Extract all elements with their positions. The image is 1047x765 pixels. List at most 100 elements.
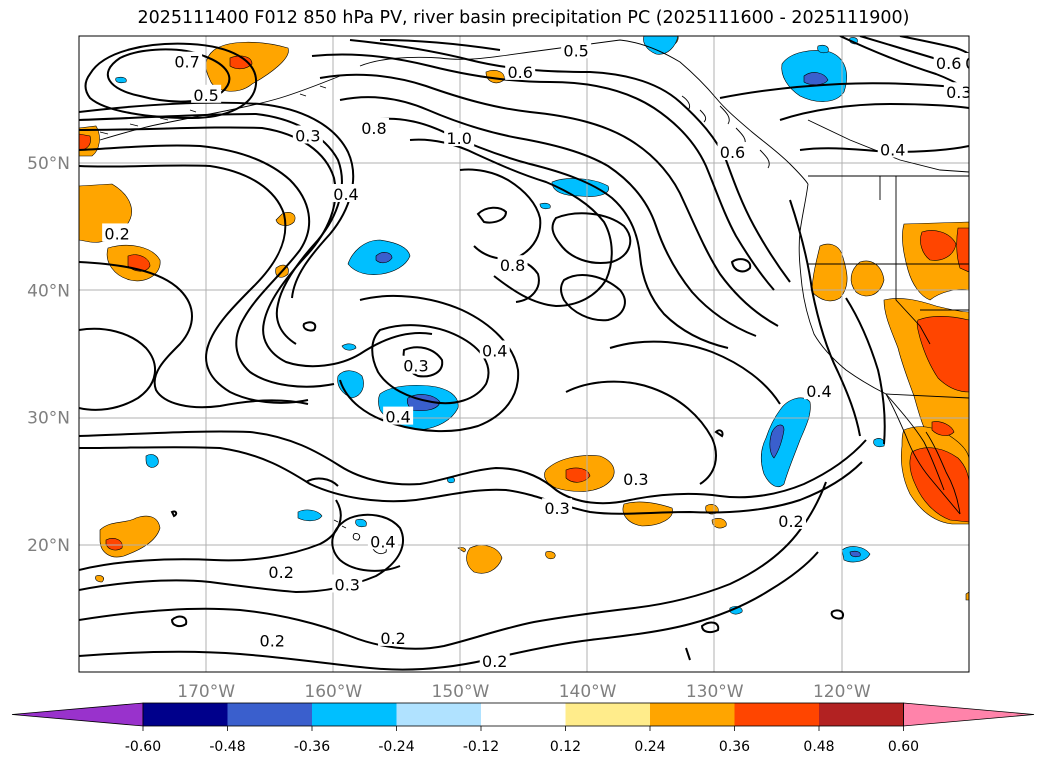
pv-contour: [302, 321, 317, 332]
pv-contour: [79, 513, 404, 594]
contour-label-background: [497, 255, 528, 274]
pv-contour: [305, 477, 339, 487]
colorbar-tick-label: 0.60: [888, 739, 919, 755]
contour-label: 0.2: [380, 629, 405, 648]
colorbar-tick-label: 0.36: [719, 739, 750, 755]
pv-contour: [565, 380, 717, 485]
contour-label-background: [479, 340, 510, 359]
pv-contour: [730, 258, 752, 273]
precip-area: [466, 545, 503, 574]
pv-contour: [349, 39, 791, 283]
pv-contour: [685, 647, 691, 661]
colorbar-segment: [143, 703, 228, 726]
colorbar-segment: [227, 703, 312, 726]
contour-label-background: [444, 128, 475, 147]
contour-label-background: [972, 34, 1002, 52]
contour-label: 0.4: [370, 532, 395, 551]
pv-contour: [311, 53, 775, 291]
contour-label-background: [332, 574, 363, 593]
precip-area: [565, 467, 591, 483]
contour-label: 0.2: [260, 631, 285, 650]
contour-label: 0.4: [806, 382, 831, 401]
contour-label-background: [505, 61, 536, 80]
hawaii-islands: [333, 519, 387, 555]
pv-contour: [319, 73, 779, 327]
pv-contour: [845, 297, 886, 445]
contour-label-background: [933, 52, 964, 71]
contour-label-background: [717, 142, 748, 161]
pv-contour: [714, 429, 724, 438]
pv-contour: [79, 112, 343, 345]
longitude-tick-label: 170°W: [177, 682, 235, 702]
longitude-tick-label: 130°W: [686, 682, 744, 702]
contour-label-background: [367, 531, 398, 550]
precip-area: [803, 72, 829, 86]
contour-label: 0.5: [563, 41, 588, 60]
pv-contour: [779, 102, 969, 121]
colorbar-segment: [650, 703, 735, 726]
colorbar-segment: [819, 703, 904, 726]
precip-area: [643, 36, 679, 55]
baja-california: [885, 393, 961, 515]
contour-label-background: [561, 40, 592, 59]
precip-area: [341, 343, 357, 351]
colorbar-extend-low: [11, 702, 144, 727]
contour-label: 0.3: [295, 126, 320, 145]
colorbar-tick-label: -0.12: [463, 739, 499, 755]
pv-contours: [79, 36, 969, 671]
precip-area: [931, 421, 955, 436]
contour-label-background: [172, 51, 203, 70]
precip-area: [956, 227, 969, 273]
contour-label-background: [479, 650, 510, 669]
colorbar-segment: [312, 703, 397, 726]
pv-contour: [79, 446, 863, 515]
canada-province-border: [807, 119, 969, 173]
pv-contour: [719, 82, 969, 99]
latitude-tick-label: 40°N: [27, 281, 70, 301]
gridlines: [79, 36, 969, 672]
colorbar-segment: [565, 703, 650, 726]
contour-label-background: [102, 223, 133, 242]
contour-label-background: [266, 561, 297, 580]
precip-area: [95, 575, 104, 583]
pv-contour: [371, 324, 490, 405]
contour-label: 0.4: [333, 185, 358, 204]
us-west-coast: [798, 183, 961, 515]
contour-label: 0.3: [946, 83, 971, 102]
colorbar-outline: [142, 702, 904, 727]
us-state-border: [808, 176, 969, 399]
contour-label: 0.5: [193, 86, 218, 105]
pv-contour: [79, 481, 827, 650]
contour-label-background: [257, 630, 288, 649]
map-title: 2025111400 F012 850 hPa PV, river basin …: [137, 8, 910, 28]
contour-label: 0.3: [544, 499, 569, 518]
contour-label-background: [383, 406, 414, 425]
contour-label: 0.3: [403, 357, 428, 376]
contour-label-background: [943, 82, 969, 101]
alaska-peninsula: [99, 75, 341, 141]
contour-label-background: [378, 627, 409, 646]
precip-area: [760, 397, 811, 487]
colorbar-extend-high: [903, 702, 1035, 727]
contour-label: 0.2: [778, 512, 803, 531]
contour-label: 0.4: [880, 140, 905, 159]
contour-label-background: [803, 381, 834, 400]
contour-label: 0.4: [385, 408, 410, 427]
contour-label: 0.4: [482, 341, 507, 360]
precip-area: [297, 509, 323, 522]
latitude-tick-label: 30°N: [27, 409, 70, 429]
contour-label: 0.2: [104, 224, 129, 243]
precip-area: [539, 202, 551, 210]
pv-contour: [409, 138, 613, 308]
pv-contour: [79, 164, 309, 404]
precip-area: [115, 76, 127, 84]
longitude-tick-labels: 170°W 160°W 150°W 140°W 130°W 120°W: [177, 682, 871, 702]
precip-area: [545, 551, 556, 560]
colorbar-tick-label: 0.12: [550, 739, 581, 755]
contour-label: 0.3: [623, 470, 648, 489]
precip-area: [873, 438, 885, 448]
contour-label: 0.8: [361, 119, 386, 138]
contour-label: 1.0: [446, 129, 471, 148]
pv-contour: [79, 261, 309, 409]
